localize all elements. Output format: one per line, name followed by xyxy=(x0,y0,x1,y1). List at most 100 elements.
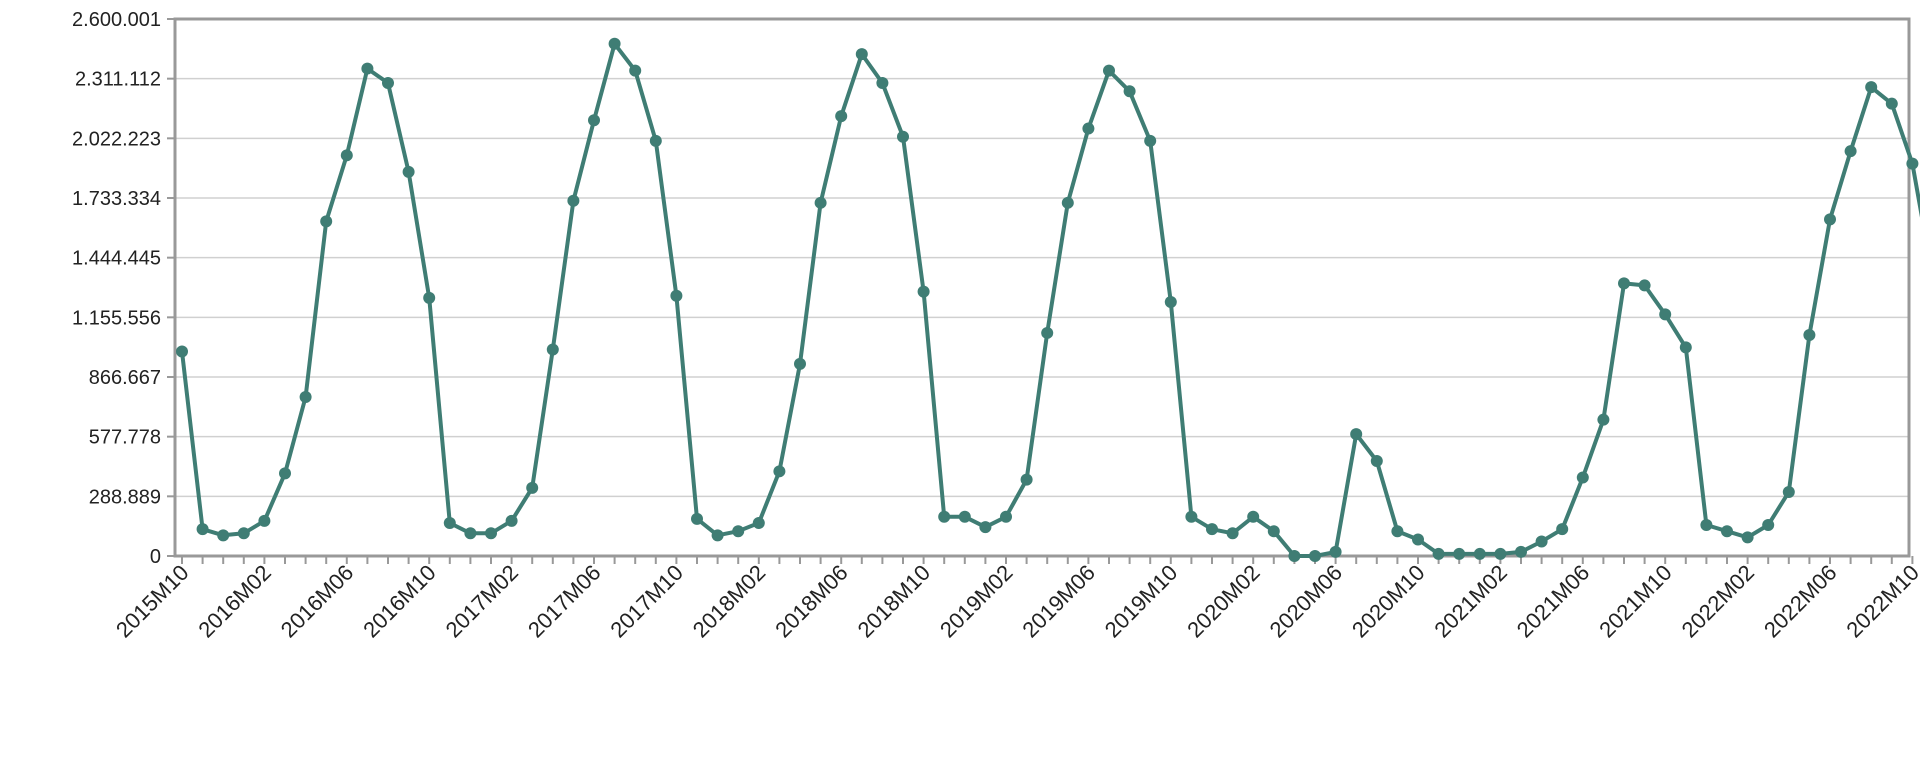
data-point xyxy=(258,514,271,527)
data-point xyxy=(876,77,889,90)
data-point xyxy=(629,64,642,77)
data-point xyxy=(217,529,230,542)
data-point xyxy=(979,521,992,534)
data-point xyxy=(1061,196,1074,209)
y-tick-label: 0 xyxy=(150,546,161,568)
data-point xyxy=(1865,81,1878,94)
data-point xyxy=(1144,134,1157,147)
data-point xyxy=(1576,471,1589,484)
x-tick-label: 2022M10 xyxy=(1841,560,1920,643)
data-point xyxy=(1432,547,1445,560)
data-point xyxy=(1762,519,1775,532)
x-tick-label: 2018M10 xyxy=(853,560,936,643)
y-tick-label: 866.667 xyxy=(89,367,161,389)
data-point xyxy=(1782,485,1795,498)
data-point xyxy=(1288,550,1301,562)
data-point xyxy=(382,77,394,90)
x-tick-label: 2022M02 xyxy=(1677,560,1760,643)
data-point xyxy=(1638,279,1651,292)
x-tick-label: 2017M06 xyxy=(523,560,606,643)
x-axis-tick-labels: 2015M10 2016M02 2016M06 2016M10 2017M02 2017M… xyxy=(111,560,1920,643)
data-point xyxy=(1123,85,1136,98)
data-point xyxy=(773,465,786,478)
data-point xyxy=(1247,510,1260,523)
data-point xyxy=(1556,523,1569,536)
x-tick-label: 2021M06 xyxy=(1512,560,1595,643)
data-point xyxy=(691,512,703,525)
x-tick-label: 2015M10 xyxy=(111,560,194,643)
data-point xyxy=(1679,341,1692,354)
data-point xyxy=(1494,547,1507,560)
x-tick-label: 2019M06 xyxy=(1017,560,1100,643)
data-point xyxy=(1453,547,1466,560)
data-point xyxy=(567,194,580,207)
data-point xyxy=(526,481,539,494)
data-point xyxy=(1659,308,1672,321)
data-point xyxy=(855,48,868,61)
y-tick-label: 2.311.112 xyxy=(75,69,161,91)
data-point xyxy=(443,516,456,529)
x-tick-label: 2016M06 xyxy=(276,560,359,643)
data-point xyxy=(1309,550,1321,562)
data-point xyxy=(1473,547,1486,560)
data-point xyxy=(1164,295,1177,308)
x-tick-label: 2020M10 xyxy=(1347,560,1430,643)
data-point xyxy=(1000,510,1012,523)
data-point xyxy=(732,525,745,538)
y-tick-label: 1.155.556 xyxy=(72,307,161,329)
data-point xyxy=(320,215,333,228)
y-tick-label: 2.022.223 xyxy=(72,128,161,150)
y-axis-tick-labels: 0 288.889 577.778 866.667 1.155.556 1.444.445… xyxy=(72,9,161,568)
data-point xyxy=(1824,213,1836,226)
data-point xyxy=(1267,525,1280,538)
data-point xyxy=(897,130,909,143)
x-tick-label: 2017M10 xyxy=(605,560,688,643)
data-point xyxy=(1103,64,1115,77)
data-point xyxy=(1535,535,1548,548)
data-point xyxy=(1020,473,1033,486)
y-tick-label: 288.889 xyxy=(89,486,161,508)
data-point xyxy=(794,357,806,370)
data-point xyxy=(1391,525,1404,538)
x-tick-label: 2019M02 xyxy=(935,560,1018,643)
y-tick-label: 2.600.001 xyxy=(72,9,161,31)
x-tick-label: 2020M06 xyxy=(1265,560,1348,643)
data-point xyxy=(670,289,683,302)
data-point xyxy=(361,62,374,75)
x-tick-label: 2019M10 xyxy=(1100,560,1183,643)
x-tick-label: 2021M10 xyxy=(1594,560,1677,643)
series-line xyxy=(180,41,1920,558)
data-point xyxy=(938,510,951,523)
data-point xyxy=(1185,510,1198,523)
data-point xyxy=(1906,157,1919,170)
data-point xyxy=(752,516,765,529)
data-point xyxy=(485,527,497,540)
data-point xyxy=(237,527,250,540)
data-point xyxy=(1206,523,1218,536)
data-point xyxy=(196,523,209,536)
data-point xyxy=(1844,145,1857,158)
data-point xyxy=(402,165,415,178)
y-tick-label: 1.444.445 xyxy=(72,248,161,270)
data-point xyxy=(1803,329,1816,342)
data-point xyxy=(649,134,662,147)
data-point xyxy=(176,345,188,358)
data-point xyxy=(1515,545,1527,558)
data-point xyxy=(1041,326,1054,339)
data-point xyxy=(1597,413,1610,426)
data-point xyxy=(814,196,827,209)
data-point xyxy=(588,114,600,127)
data-point xyxy=(423,291,436,304)
x-tick-label: 2016M10 xyxy=(358,560,441,643)
x-tick-label: 2018M06 xyxy=(770,560,853,643)
x-tick-label: 2021M02 xyxy=(1429,560,1512,643)
data-point xyxy=(1885,97,1898,110)
data-point xyxy=(299,390,312,403)
x-tick-label: 2016M02 xyxy=(193,560,276,643)
plot-frame xyxy=(173,17,1911,558)
y-tick-label: 1.733.334 xyxy=(72,188,161,210)
data-point xyxy=(1226,527,1239,540)
data-point xyxy=(546,343,559,356)
data-point xyxy=(1741,531,1754,544)
